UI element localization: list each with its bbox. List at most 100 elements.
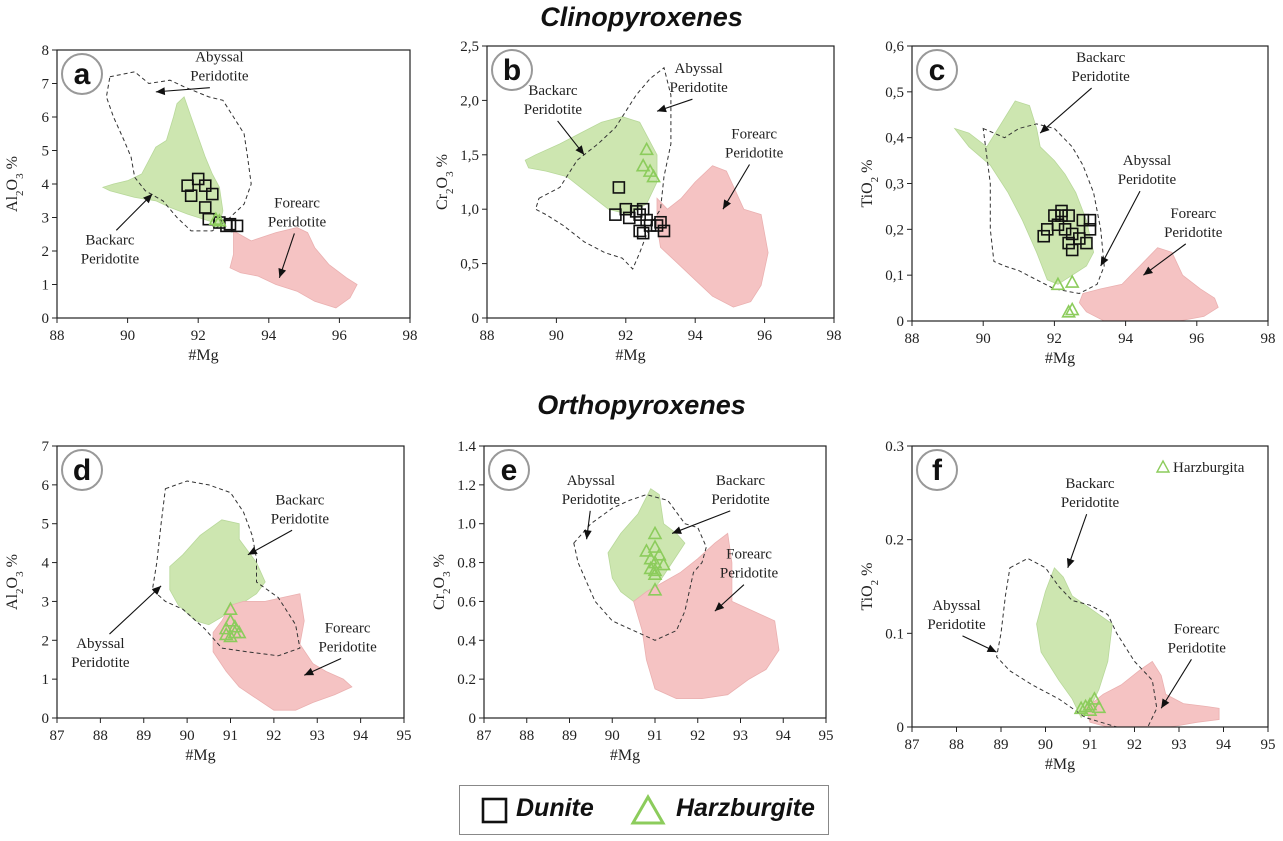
region-label-f: Abyssal Peridotite [927, 598, 986, 633]
x-axis-label-a: #Mg [188, 347, 218, 364]
dunite-point-a [198, 179, 212, 192]
x-tick-label-c: 88 [905, 331, 920, 347]
label-arrowhead-c [1100, 256, 1109, 266]
y-tick-label-d: 3 [42, 594, 50, 610]
dunite-point-c [1058, 223, 1072, 236]
chart-c: 88 90 92 94 96 98 0 0,1 0,2 0,3 0,4 0,5 0,6 #Mg TiO2 %… [859, 39, 1276, 367]
chart-f: 87 88 89 90 91 92 93 94 95 0 0.1 0.2 0.3 #Mg TiO2 % Bac… [859, 439, 1276, 773]
dunite-point-c [1076, 213, 1090, 227]
backarc-region-f [1036, 567, 1113, 719]
y-tick-label-c: 0,3 [885, 177, 904, 193]
y-tick-label-f: 0.2 [885, 533, 904, 549]
label-arrow-f [1160, 659, 1192, 709]
y-tick-label-e: 0.8 [457, 556, 476, 572]
dunite-point-b [654, 215, 667, 229]
y-tick-label-e: 1.2 [457, 478, 476, 494]
harzburgite-point-b [635, 158, 651, 172]
y-tick-label-d: 6 [42, 478, 50, 494]
harzburgite-point-f [1082, 702, 1098, 716]
label-arrowhead-b [575, 145, 585, 155]
region-label-c: Backarc Peridotite [1072, 50, 1131, 85]
dunite-point-b [612, 181, 626, 194]
label-arrowhead-a [155, 87, 166, 96]
dunite-point-b [609, 208, 622, 221]
panel-badge-b [491, 49, 533, 91]
x-tick-label-b: 90 [549, 328, 564, 344]
dunite-point-c [1055, 209, 1068, 222]
region-label-a: Abyssal Peridotite [190, 50, 249, 85]
dunite-legend-label: Dunite [516, 794, 594, 822]
panel-badge-label-a: a [74, 58, 91, 91]
forearc-region-c [1078, 247, 1219, 322]
y-tick-label-e: 0.6 [457, 594, 476, 610]
y-axis-label-a: Al2O3 % [4, 156, 26, 212]
label-arrowhead-d [247, 546, 258, 555]
chart-a: 88 90 92 94 96 98 0 1 2 3 4 5 6 7 8 #Mg Al2O3 % Abyssal Pe… [4, 43, 418, 364]
harzburgite-point-f [1087, 691, 1102, 705]
x-tick-label-d: 95 [397, 728, 412, 744]
y-tick-label-a: 4 [42, 177, 50, 193]
y-tick-label-c: 0,6 [885, 39, 904, 55]
y-tick-label-a: 0 [42, 311, 50, 327]
label-arrow-f [1067, 513, 1088, 568]
dunite-point-b [629, 205, 643, 218]
forearc-region-d [212, 593, 353, 711]
forearc-region-e [633, 532, 780, 699]
panel-badge-a [61, 53, 103, 95]
x-tick-label-e: 87 [477, 728, 493, 744]
backarc-region-a [101, 96, 224, 225]
panel-badge-label-c: c [929, 54, 946, 87]
harzburgite-point-e [639, 543, 654, 557]
harzburgite-point-e [647, 539, 663, 553]
dunite-point-a [191, 172, 205, 186]
harzburgite-point-e [651, 547, 667, 561]
x-tick-label-b: 94 [688, 328, 704, 344]
x-tick-label-f: 91 [1083, 737, 1098, 753]
orthopyroxenes-title: Orthopyroxenes [537, 390, 746, 420]
label-arrowhead-b [657, 104, 667, 113]
x-tick-label-e: 95 [819, 728, 834, 744]
y-tick-label-a: 5 [42, 144, 50, 160]
abyssal-region-c [982, 123, 1105, 295]
abyssal-region-b [534, 66, 672, 270]
x-tick-label-d: 92 [266, 728, 281, 744]
harzburgite-point-e [656, 556, 671, 571]
region-label-b: Forearc Peridotite [725, 126, 784, 161]
x-tick-label-f: 87 [905, 737, 921, 753]
abyssal-region-e [573, 494, 707, 641]
label-arrowhead-e [672, 526, 682, 534]
dunite-point-c [1083, 213, 1097, 227]
y-tick-label-f: 0.3 [885, 439, 904, 455]
x-tick-label-d: 93 [310, 728, 325, 744]
x-tick-label-f: 95 [1261, 737, 1276, 753]
harzburgite-point-e [647, 566, 663, 581]
harzburgite-point-a [208, 211, 224, 225]
abyssal-region-f [996, 557, 1158, 728]
dunite-point-c [1073, 232, 1086, 245]
y-tick-label-d: 1 [42, 672, 50, 688]
dunite-point-c [1048, 209, 1061, 222]
dunite-point-b [633, 224, 646, 238]
y-axis-label-f: TiO2 % [859, 562, 881, 610]
x-tick-label-c: 96 [1189, 331, 1205, 347]
harzburgite-point-b [639, 141, 654, 156]
label-arrow-d [109, 585, 162, 635]
dunite-point-a [181, 179, 194, 192]
y-tick-label-e: 0.4 [457, 633, 476, 649]
dunite-point-c [1065, 227, 1079, 241]
label-arrowhead-e [583, 529, 592, 540]
x-tick-label-e: 92 [690, 728, 705, 744]
region-label-a: Backarc Peridotite [81, 232, 140, 267]
dunite-point-c [1083, 223, 1097, 236]
forearc-region-b [656, 165, 769, 308]
x-tick-label-f: 88 [949, 737, 964, 753]
y-tick-label-b: 1,0 [460, 202, 479, 218]
x-tick-label-b: 98 [827, 328, 842, 344]
x-axis-label-f: #Mg [1045, 756, 1075, 773]
y-tick-label-a: 8 [42, 43, 50, 59]
y-tick-label-e: 1.4 [457, 439, 476, 455]
x-tick-label-c: 92 [1047, 331, 1062, 347]
x-axis-label-e: #Mg [610, 747, 640, 764]
region-label-e: Forearc Peridotite [720, 547, 779, 582]
panel-badge-label-e: e [501, 454, 518, 487]
